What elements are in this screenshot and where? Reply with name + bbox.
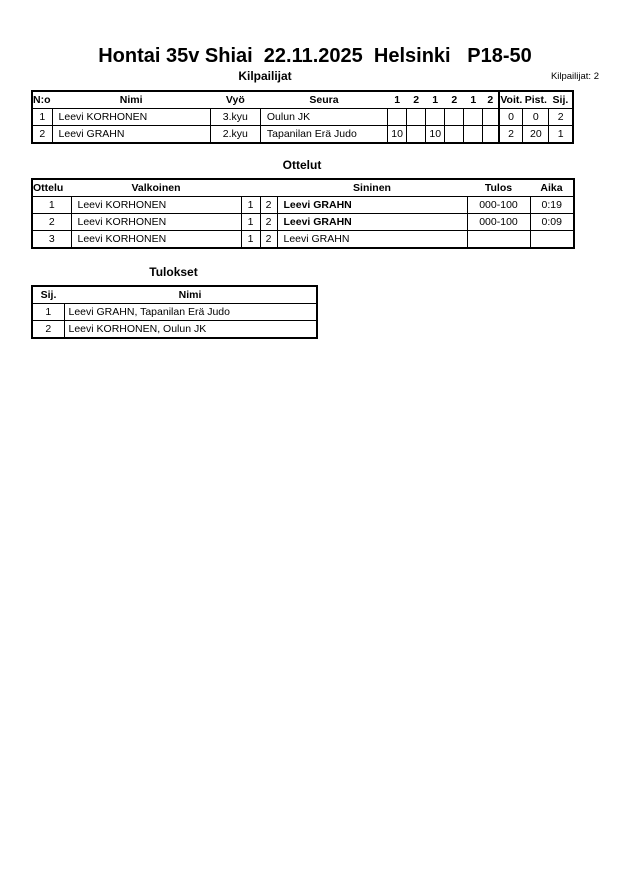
score-cell <box>406 108 427 126</box>
results-heading: Tulokset <box>149 265 198 279</box>
header-name: Nimi <box>52 91 211 109</box>
blue-marker: 2 <box>259 230 278 249</box>
match-result: 000-100 <box>466 196 531 214</box>
match-row: 3 Leevi KORHONEN 1 2 Leevi GRAHN <box>31 230 575 249</box>
competitor-belt: 3.kyu <box>209 108 261 126</box>
competitor-belt: 2.kyu <box>209 125 261 144</box>
header-wins: Voit. <box>497 91 523 109</box>
result-rank: 1 <box>31 303 65 321</box>
competitor-points: 20 <box>522 125 550 144</box>
header-round: 2 <box>444 91 464 109</box>
competitor-row: 1 Leevi KORHONEN 3.kyu Oulun JK 0 0 2 <box>31 108 574 126</box>
score-cell <box>463 125 484 144</box>
header-name: Nimi <box>64 286 317 304</box>
score-cell <box>444 125 465 144</box>
competitor-club: Tapanilan Erä Judo <box>259 125 389 144</box>
matches-table: Ottelu Valkoinen Sininen Tulos Aika 1 Le… <box>31 178 575 249</box>
blue-player: Leevi GRAHN <box>276 196 468 214</box>
competitor-rank: 1 <box>548 125 574 144</box>
competitor-row: 2 Leevi GRAHN 2.kyu Tapanilan Erä Judo 1… <box>31 125 574 144</box>
competitor-name: Leevi KORHONEN <box>51 108 211 126</box>
competitor-rank: 2 <box>548 108 574 126</box>
result-name: Leevi GRAHN, Tapanilan Erä Judo <box>63 303 318 321</box>
match-time: 0:19 <box>529 196 575 214</box>
result-name: Leevi KORHONEN, Oulun JK <box>63 320 318 339</box>
white-player: Leevi KORHONEN <box>70 196 242 214</box>
matches-heading: Ottelut <box>282 158 322 172</box>
match-number: 3 <box>31 230 72 249</box>
header-round: 1 <box>387 91 407 109</box>
header-round: 1 <box>425 91 445 109</box>
match-number: 2 <box>31 213 72 231</box>
header-round: 1 <box>463 91 483 109</box>
score-cell <box>387 108 408 126</box>
blue-player: Leevi GRAHN <box>276 213 468 231</box>
results-table: Sij. Nimi 1 Leevi GRAHN, Tapanilan Erä J… <box>31 285 318 339</box>
header-white: Valkoinen <box>71 179 241 197</box>
match-time <box>529 230 575 249</box>
blue-player: Leevi GRAHN <box>276 230 468 249</box>
competitor-points: 0 <box>522 108 550 126</box>
competitor-wins: 0 <box>497 108 524 126</box>
header-no: N:o <box>32 91 53 109</box>
blue-marker: 2 <box>259 213 278 231</box>
header-result: Tulos <box>467 179 530 197</box>
match-result: 000-100 <box>466 213 531 231</box>
competitors-heading: Kilpailijat <box>238 69 292 83</box>
match-result <box>466 230 531 249</box>
blue-marker: 2 <box>259 196 278 214</box>
score-cell <box>444 108 465 126</box>
result-row: 1 Leevi GRAHN, Tapanilan Erä Judo <box>31 303 318 321</box>
score-cell <box>425 108 446 126</box>
header-rank: Sij. <box>32 286 64 304</box>
match-number: 1 <box>31 196 72 214</box>
competitors-header-row: N:o Nimi Vyö Seura 1 2 1 2 1 2 Voit. Pis… <box>32 91 573 109</box>
header-belt: Vyö <box>210 91 261 109</box>
white-marker: 1 <box>240 213 261 231</box>
match-row: 1 Leevi KORHONEN 1 2 Leevi GRAHN 000-100… <box>31 196 575 214</box>
header-club: Seura <box>260 91 388 109</box>
matches-header-row: Ottelu Valkoinen Sininen Tulos Aika <box>32 179 574 197</box>
results-header-row: Sij. Nimi <box>32 286 317 304</box>
competitor-count: Kilpailijat: 2 <box>550 71 599 82</box>
result-row: 2 Leevi KORHONEN, Oulun JK <box>31 320 318 339</box>
score-cell <box>482 108 500 126</box>
header-rank: Sij. <box>548 91 573 109</box>
white-player: Leevi KORHONEN <box>70 213 242 231</box>
page-title: Hontai 35v Shiai 22.11.2025 Helsinki P18… <box>98 45 532 67</box>
score-cell: 10 <box>425 125 446 144</box>
header-time: Aika <box>530 179 574 197</box>
header-round: 2 <box>482 91 499 109</box>
header-match: Ottelu <box>32 179 71 197</box>
competitor-name: Leevi GRAHN <box>51 125 211 144</box>
match-row: 2 Leevi KORHONEN 1 2 Leevi GRAHN 000-100… <box>31 213 575 231</box>
score-cell: 10 <box>387 125 408 144</box>
white-marker: 1 <box>240 196 261 214</box>
white-marker: 1 <box>240 230 261 249</box>
match-time: 0:09 <box>529 213 575 231</box>
score-cell <box>463 108 484 126</box>
header-points: Pist. <box>522 91 549 109</box>
score-cell <box>482 125 500 144</box>
header-blue: Sininen <box>277 179 467 197</box>
score-cell <box>406 125 427 144</box>
competitor-wins: 2 <box>497 125 524 144</box>
header-round: 2 <box>406 91 426 109</box>
result-rank: 2 <box>31 320 65 339</box>
competitors-table: N:o Nimi Vyö Seura 1 2 1 2 1 2 Voit. Pis… <box>31 90 574 144</box>
white-player: Leevi KORHONEN <box>70 230 242 249</box>
competitor-no: 2 <box>31 125 53 144</box>
competitor-no: 1 <box>31 108 53 126</box>
competitor-club: Oulun JK <box>259 108 389 126</box>
